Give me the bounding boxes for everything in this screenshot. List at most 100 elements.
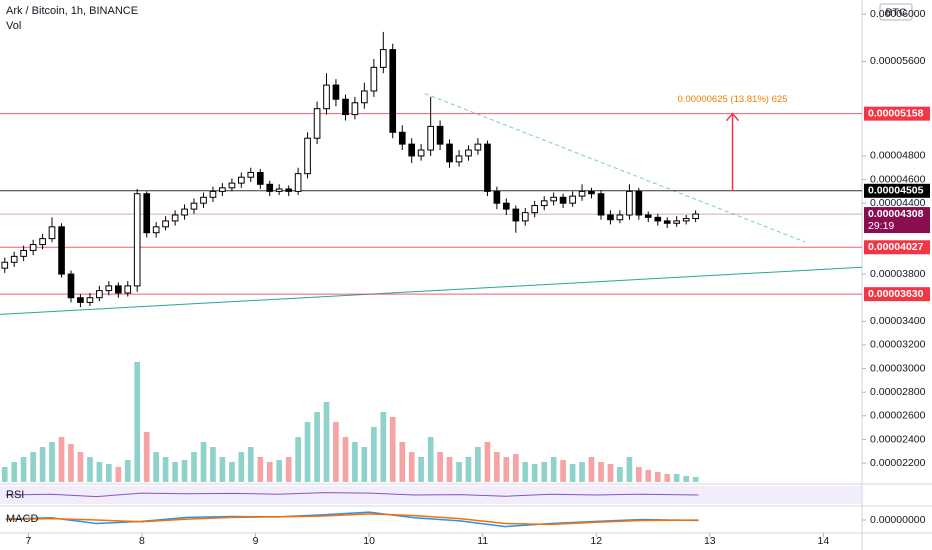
candle-body	[484, 143, 491, 192]
volume-bar	[342, 437, 349, 482]
volume-bar	[333, 422, 339, 482]
measure-arrow-head	[725, 112, 740, 122]
currency-box[interactable]	[879, 3, 913, 21]
volume-bar	[285, 457, 292, 482]
volume-bar	[323, 402, 330, 482]
volume-bar	[380, 412, 387, 482]
volume-bar	[181, 460, 188, 482]
candle-body	[465, 149, 472, 157]
candle-body	[29, 244, 37, 251]
volume-bar	[352, 442, 358, 482]
candle-body	[540, 200, 548, 207]
volume-bar	[588, 457, 595, 482]
candle-body	[105, 285, 113, 292]
y-tick-label: 0.00004600	[870, 173, 926, 185]
candle-body	[521, 212, 529, 222]
volume-bar	[1, 467, 8, 482]
candle-body	[351, 102, 359, 116]
volume-bar	[143, 432, 150, 482]
candle-body	[559, 196, 567, 204]
candle-body	[266, 183, 274, 192]
candle-body	[152, 226, 160, 234]
y-tick-label: 0.00006000	[870, 8, 926, 20]
candle-body	[294, 173, 302, 192]
volume-bar	[238, 452, 245, 482]
volume-bar	[68, 444, 74, 482]
x-tick-label: 11	[477, 535, 488, 547]
candle-body	[332, 84, 340, 100]
x-tick-label: 10	[363, 535, 375, 547]
y-tick-label: 0.00003400	[870, 315, 926, 327]
volume-bar	[626, 457, 633, 482]
volume-bar	[257, 457, 264, 482]
volume-bar	[560, 460, 566, 482]
level-label-bg	[864, 106, 930, 121]
candle-body	[370, 66, 378, 92]
candle-body	[550, 196, 557, 202]
currency-label[interactable]: BTC	[886, 6, 907, 18]
candle-body	[389, 49, 397, 133]
volume-bar	[446, 457, 453, 482]
candle-body	[86, 297, 94, 303]
candle-body	[181, 208, 188, 216]
volume-bar	[229, 462, 235, 482]
y-tick-label: 0.00003000	[870, 362, 926, 374]
signal-line	[5, 513, 699, 526]
volume-bar	[683, 476, 690, 482]
candle-body	[644, 214, 652, 218]
candle-body	[342, 98, 349, 116]
volume-bar	[598, 462, 604, 482]
candle-body	[39, 238, 46, 246]
candle-body	[597, 193, 605, 216]
volume-bar	[105, 464, 112, 482]
level-label-bg	[864, 240, 930, 255]
level-label: 0.00003630	[868, 288, 924, 300]
last-price-label: 0.00004308	[868, 208, 924, 220]
y-tick-label: 0.00003800	[870, 268, 926, 280]
candle-body	[143, 193, 151, 234]
volume-bar	[172, 462, 178, 482]
candle-body	[96, 290, 103, 299]
title-bg	[0, 2, 150, 30]
volume-bar	[541, 462, 548, 482]
volume-bar	[58, 437, 65, 482]
candle-body	[209, 190, 217, 198]
level-label: 0.00005158	[868, 107, 924, 119]
volume-bar	[49, 442, 55, 482]
volume-bar	[276, 460, 282, 482]
volume-bar	[153, 452, 159, 482]
candle-body	[58, 226, 65, 275]
candle-body	[171, 214, 179, 222]
volume-bar	[124, 460, 131, 482]
volume-bar	[475, 447, 481, 482]
volume-bar	[399, 442, 406, 482]
candle-body	[20, 249, 27, 257]
volume-bar	[550, 457, 557, 482]
candle-body	[607, 214, 614, 221]
volume-bar	[389, 417, 396, 482]
volume-bar	[210, 447, 216, 482]
volume-bar	[314, 412, 320, 482]
candle-body	[304, 137, 311, 175]
y-tick-label: 0.00002800	[870, 386, 926, 398]
candle-body	[398, 131, 406, 145]
candle-body	[379, 49, 387, 68]
x-tick-label: 9	[253, 535, 259, 547]
y-tick-label: 0.00002400	[870, 433, 926, 445]
volume-bar	[531, 464, 538, 482]
trend-line	[424, 93, 806, 243]
candle-body	[77, 297, 84, 303]
y-tick-label: 0.00002600	[870, 410, 926, 422]
volume-bar	[645, 470, 652, 482]
volume-bar	[494, 452, 500, 482]
candle-body	[124, 285, 132, 294]
volume-bar	[607, 464, 614, 482]
level-label: 0.00004027	[868, 241, 924, 253]
volume-bar	[692, 477, 699, 482]
volume-bar	[20, 457, 27, 482]
volume-bar	[664, 474, 671, 482]
volume-bar	[418, 457, 424, 482]
candle-body	[417, 149, 425, 157]
volume-bar	[266, 462, 273, 482]
